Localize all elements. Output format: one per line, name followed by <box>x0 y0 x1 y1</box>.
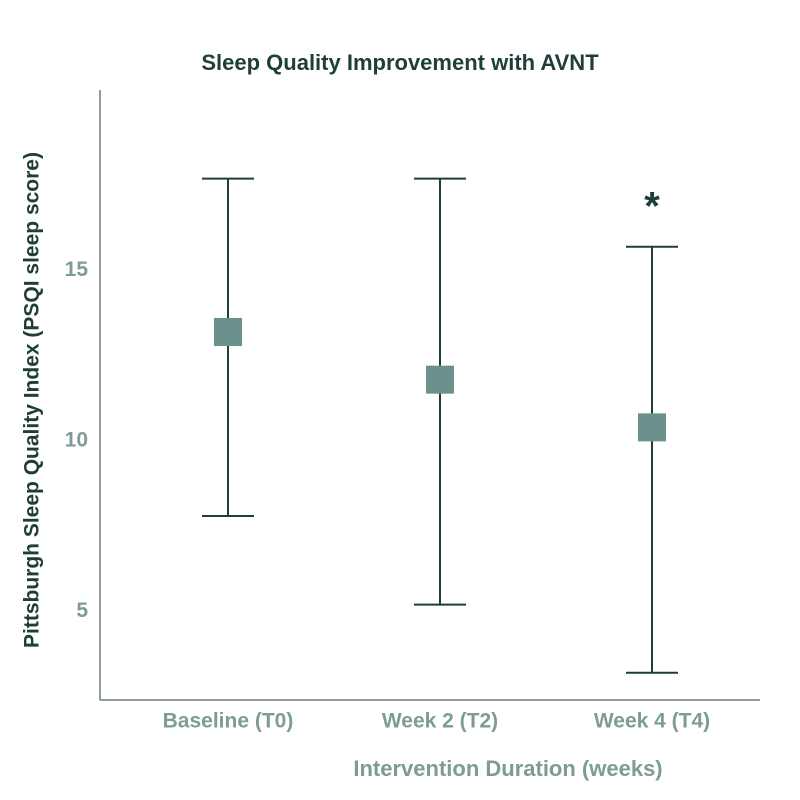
mean-marker <box>638 413 666 442</box>
mean-marker <box>214 317 242 346</box>
x-tick-label: Baseline (T0) <box>163 710 294 733</box>
x-tick-label: Week 2 (T2) <box>382 710 498 733</box>
y-tick-label: 15 <box>65 258 89 281</box>
chart-title: Sleep Quality Improvement with AVNT <box>201 50 599 75</box>
y-tick-label: 5 <box>76 599 88 622</box>
annotation: * <box>644 184 660 228</box>
y-tick-label: 10 <box>65 429 88 452</box>
y-axis-label: Pittsburgh Sleep Quality Index (PSQI sle… <box>21 152 44 648</box>
x-axis-label: Intervention Duration (weeks) <box>353 756 662 781</box>
x-tick-label: Week 4 (T4) <box>594 710 710 733</box>
mean-marker <box>426 365 454 394</box>
